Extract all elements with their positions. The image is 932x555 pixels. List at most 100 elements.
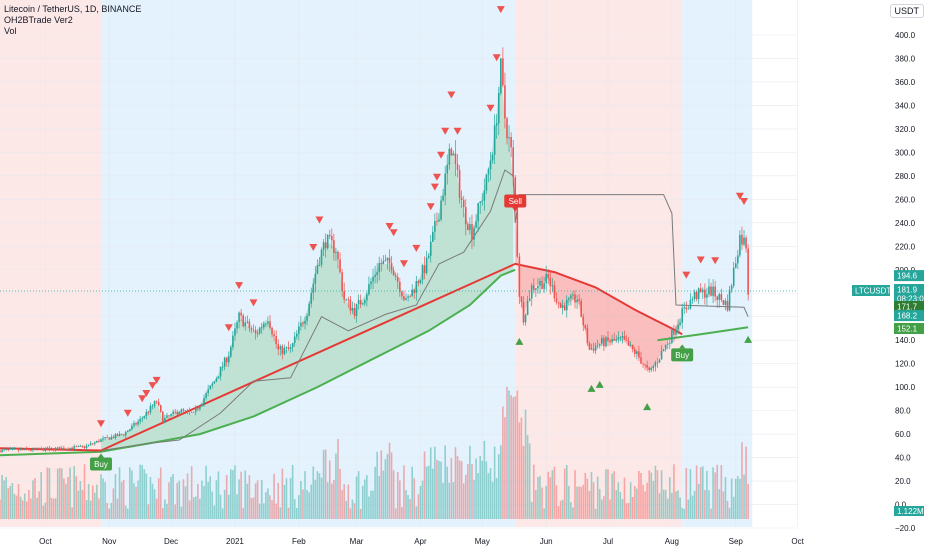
candle-body bbox=[199, 406, 201, 410]
price-axis-badge-text: 168.2 bbox=[897, 312, 918, 321]
candle-body bbox=[361, 303, 364, 305]
candle-body bbox=[728, 289, 731, 311]
time-tick-label: Jul bbox=[603, 537, 613, 546]
signal-label-text: Buy bbox=[675, 351, 689, 360]
volume-bar bbox=[450, 458, 453, 519]
candle-body bbox=[500, 58, 502, 93]
regime-background bbox=[682, 0, 753, 527]
volume-bar bbox=[217, 471, 220, 519]
volume-bar bbox=[359, 508, 362, 519]
candle-body bbox=[615, 339, 618, 341]
candle-body bbox=[234, 328, 236, 336]
candle-body bbox=[370, 281, 372, 285]
volume-bar bbox=[157, 478, 160, 519]
price-axis-badge bbox=[852, 285, 890, 297]
volume-bar bbox=[446, 466, 449, 519]
volume-bar bbox=[730, 478, 733, 519]
volume-bar bbox=[75, 476, 78, 519]
volume-bar bbox=[295, 507, 298, 519]
candle-body bbox=[510, 137, 512, 148]
volume-bar bbox=[345, 500, 348, 519]
volume-bar bbox=[248, 475, 251, 519]
candle-body bbox=[0, 450, 1, 453]
volume-bar bbox=[203, 486, 205, 519]
candle-body bbox=[621, 336, 624, 338]
volume-bar bbox=[63, 478, 65, 519]
candle-body bbox=[471, 224, 473, 240]
symbol-title[interactable]: Litecoin / TetherUS, 1D, BINANCE bbox=[4, 4, 142, 14]
candle-body bbox=[448, 148, 451, 165]
candle-body bbox=[642, 363, 644, 365]
sell-signal-marker bbox=[235, 282, 244, 290]
currency-selector[interactable]: USDT bbox=[889, 4, 924, 18]
candle-body bbox=[221, 366, 224, 368]
candle-body bbox=[685, 307, 688, 310]
volume-bar bbox=[293, 499, 296, 519]
candle-body bbox=[306, 315, 308, 321]
series-line-trailing-stop bbox=[100, 169, 749, 451]
candle-body bbox=[654, 362, 657, 367]
signal-label-pointer bbox=[97, 453, 104, 458]
candle-body bbox=[458, 170, 461, 198]
candle-body bbox=[186, 410, 189, 412]
volume-bar bbox=[613, 471, 615, 519]
volume-bar bbox=[644, 491, 646, 519]
candle-body bbox=[386, 257, 389, 261]
candle-body bbox=[590, 348, 593, 350]
candle-body bbox=[613, 338, 615, 341]
candle-body bbox=[664, 344, 667, 350]
candle-body bbox=[399, 281, 401, 292]
candle-body bbox=[50, 447, 53, 449]
volume-bar bbox=[353, 503, 356, 519]
volume-bar bbox=[56, 468, 59, 519]
volume-bar bbox=[308, 492, 310, 519]
volume-bar bbox=[685, 467, 688, 519]
candle-body bbox=[497, 92, 500, 124]
candle-body bbox=[477, 203, 479, 222]
candle-body bbox=[627, 340, 630, 346]
volume-bar bbox=[582, 484, 585, 519]
candle-body bbox=[522, 302, 525, 323]
candle-body bbox=[102, 438, 104, 440]
indicator-label-oh2btrade[interactable]: OH2BTrade Ver2 bbox=[4, 15, 73, 25]
volume-bar bbox=[530, 501, 533, 519]
candle-body bbox=[42, 448, 45, 451]
candle-body bbox=[491, 154, 494, 161]
candle-body bbox=[473, 227, 475, 240]
volume-bar bbox=[89, 500, 92, 519]
volume-bar bbox=[324, 449, 327, 519]
volume-bar bbox=[236, 494, 238, 519]
volume-bar bbox=[250, 497, 253, 519]
volume-bar bbox=[576, 486, 578, 519]
volume-bar bbox=[384, 459, 387, 519]
volume-bar bbox=[374, 466, 376, 519]
candle-body bbox=[223, 357, 226, 367]
volume-bar bbox=[141, 465, 144, 519]
sell-signal-marker bbox=[432, 173, 441, 181]
volume-bar bbox=[94, 492, 96, 519]
candle-body bbox=[252, 329, 255, 331]
volume-bar bbox=[423, 451, 426, 519]
volume-bar bbox=[689, 469, 692, 519]
candle-body bbox=[355, 303, 358, 316]
candle-body bbox=[598, 343, 601, 346]
volume-bar bbox=[590, 472, 593, 519]
volume-bar bbox=[473, 479, 475, 519]
volume-bar bbox=[407, 495, 409, 519]
volume-bar bbox=[726, 500, 729, 519]
candle-body bbox=[7, 449, 10, 451]
volume-bar bbox=[648, 470, 651, 519]
volume-bar bbox=[291, 464, 294, 519]
signal-label-text: Sell bbox=[509, 197, 523, 206]
volume-bar bbox=[541, 487, 543, 519]
volume-bar bbox=[611, 473, 613, 519]
buy-signal-marker bbox=[744, 335, 753, 343]
price-tick-label: 400.0 bbox=[895, 31, 916, 40]
candle-body bbox=[65, 448, 67, 450]
volume-bar bbox=[36, 497, 38, 519]
volume-bar bbox=[21, 500, 24, 519]
indicator-label-volume[interactable]: Vol bbox=[4, 26, 17, 36]
candle-body bbox=[650, 368, 653, 371]
candle-body bbox=[106, 437, 108, 438]
